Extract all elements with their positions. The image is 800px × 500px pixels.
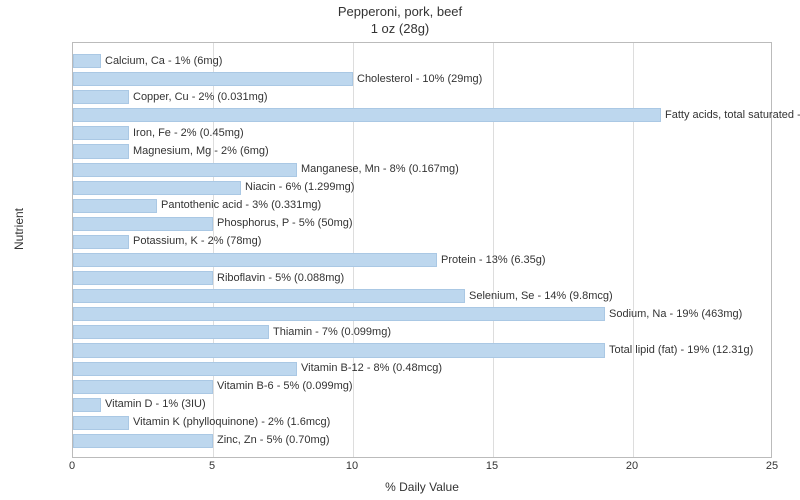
gridline: [353, 43, 354, 457]
nutrient-bar: [73, 163, 297, 177]
gridline: [633, 43, 634, 457]
nutrient-label: Magnesium, Mg - 2% (6mg): [129, 145, 269, 157]
nutrient-label: Manganese, Mn - 8% (0.167mg): [297, 163, 459, 175]
nutrient-label: Fatty acids, total saturated - 21% (4.16…: [661, 109, 800, 121]
nutrient-label: Riboflavin - 5% (0.088mg): [213, 272, 344, 284]
nutrient-label: Zinc, Zn - 5% (0.70mg): [213, 434, 329, 446]
nutrient-label: Thiamin - 7% (0.099mg): [269, 326, 391, 338]
y-axis-label: Nutrient: [12, 208, 26, 250]
nutrient-bar: [73, 144, 129, 158]
nutrient-bar: [73, 235, 129, 249]
x-tick-label: 10: [346, 460, 358, 472]
x-tick-label: 20: [626, 460, 638, 472]
nutrient-label: Phosphorus, P - 5% (50mg): [213, 217, 353, 229]
nutrient-label: Vitamin B-6 - 5% (0.099mg): [213, 380, 353, 392]
nutrient-label: Vitamin K (phylloquinone) - 2% (1.6mcg): [129, 416, 330, 428]
nutrient-label: Copper, Cu - 2% (0.031mg): [129, 91, 268, 103]
nutrient-bar: [73, 126, 129, 140]
nutrient-label: Iron, Fe - 2% (0.45mg): [129, 127, 244, 139]
nutrient-bar: [73, 289, 465, 303]
nutrient-bar: [73, 72, 353, 86]
nutrient-bar: [73, 90, 129, 104]
title-line-1: Pepperoni, pork, beef: [338, 4, 462, 19]
nutrient-label: Selenium, Se - 14% (9.8mcg): [465, 290, 613, 302]
nutrient-label: Cholesterol - 10% (29mg): [353, 73, 482, 85]
nutrient-label: Calcium, Ca - 1% (6mg): [101, 55, 222, 67]
nutrient-label: Pantothenic acid - 3% (0.331mg): [157, 199, 321, 211]
nutrient-bar: [73, 325, 269, 339]
nutrient-label: Total lipid (fat) - 19% (12.31g): [605, 344, 753, 356]
nutrient-bar: [73, 253, 437, 267]
nutrient-label: Vitamin D - 1% (3IU): [101, 398, 206, 410]
plot-area: Calcium, Ca - 1% (6mg) Cholesterol - 10% …: [72, 42, 772, 458]
nutrient-label: Vitamin B-12 - 8% (0.48mcg): [297, 362, 442, 374]
nutrient-bar: [73, 271, 213, 285]
x-tick-label: 15: [486, 460, 498, 472]
title-line-2: 1 oz (28g): [371, 21, 430, 36]
gridline: [213, 43, 214, 457]
x-tick-label: 0: [69, 460, 75, 472]
nutrient-bar: [73, 362, 297, 376]
nutrient-bar: [73, 181, 241, 195]
x-tick-label: 5: [209, 460, 215, 472]
nutrient-bar: [73, 108, 661, 122]
nutrient-label: Potassium, K - 2% (78mg): [129, 235, 261, 247]
nutrient-bar: [73, 416, 129, 430]
chart-title: Pepperoni, pork, beef 1 oz (28g): [0, 0, 800, 38]
x-tick-label: 25: [766, 460, 778, 472]
nutrient-bar: [73, 199, 157, 213]
nutrient-bar: [73, 217, 213, 231]
nutrient-bar: [73, 434, 213, 448]
x-axis-label: % Daily Value: [72, 480, 772, 494]
nutrient-bar: [73, 398, 101, 412]
nutrient-label: Protein - 13% (6.35g): [437, 254, 546, 266]
nutrient-bar: [73, 54, 101, 68]
gridline: [493, 43, 494, 457]
nutrient-bar: [73, 380, 213, 394]
nutrient-chart: Pepperoni, pork, beef 1 oz (28g) Nutrien…: [0, 0, 800, 500]
nutrient-bar: [73, 343, 605, 357]
nutrient-bar: [73, 307, 605, 321]
nutrient-label: Niacin - 6% (1.299mg): [241, 181, 354, 193]
nutrient-label: Sodium, Na - 19% (463mg): [605, 308, 742, 320]
